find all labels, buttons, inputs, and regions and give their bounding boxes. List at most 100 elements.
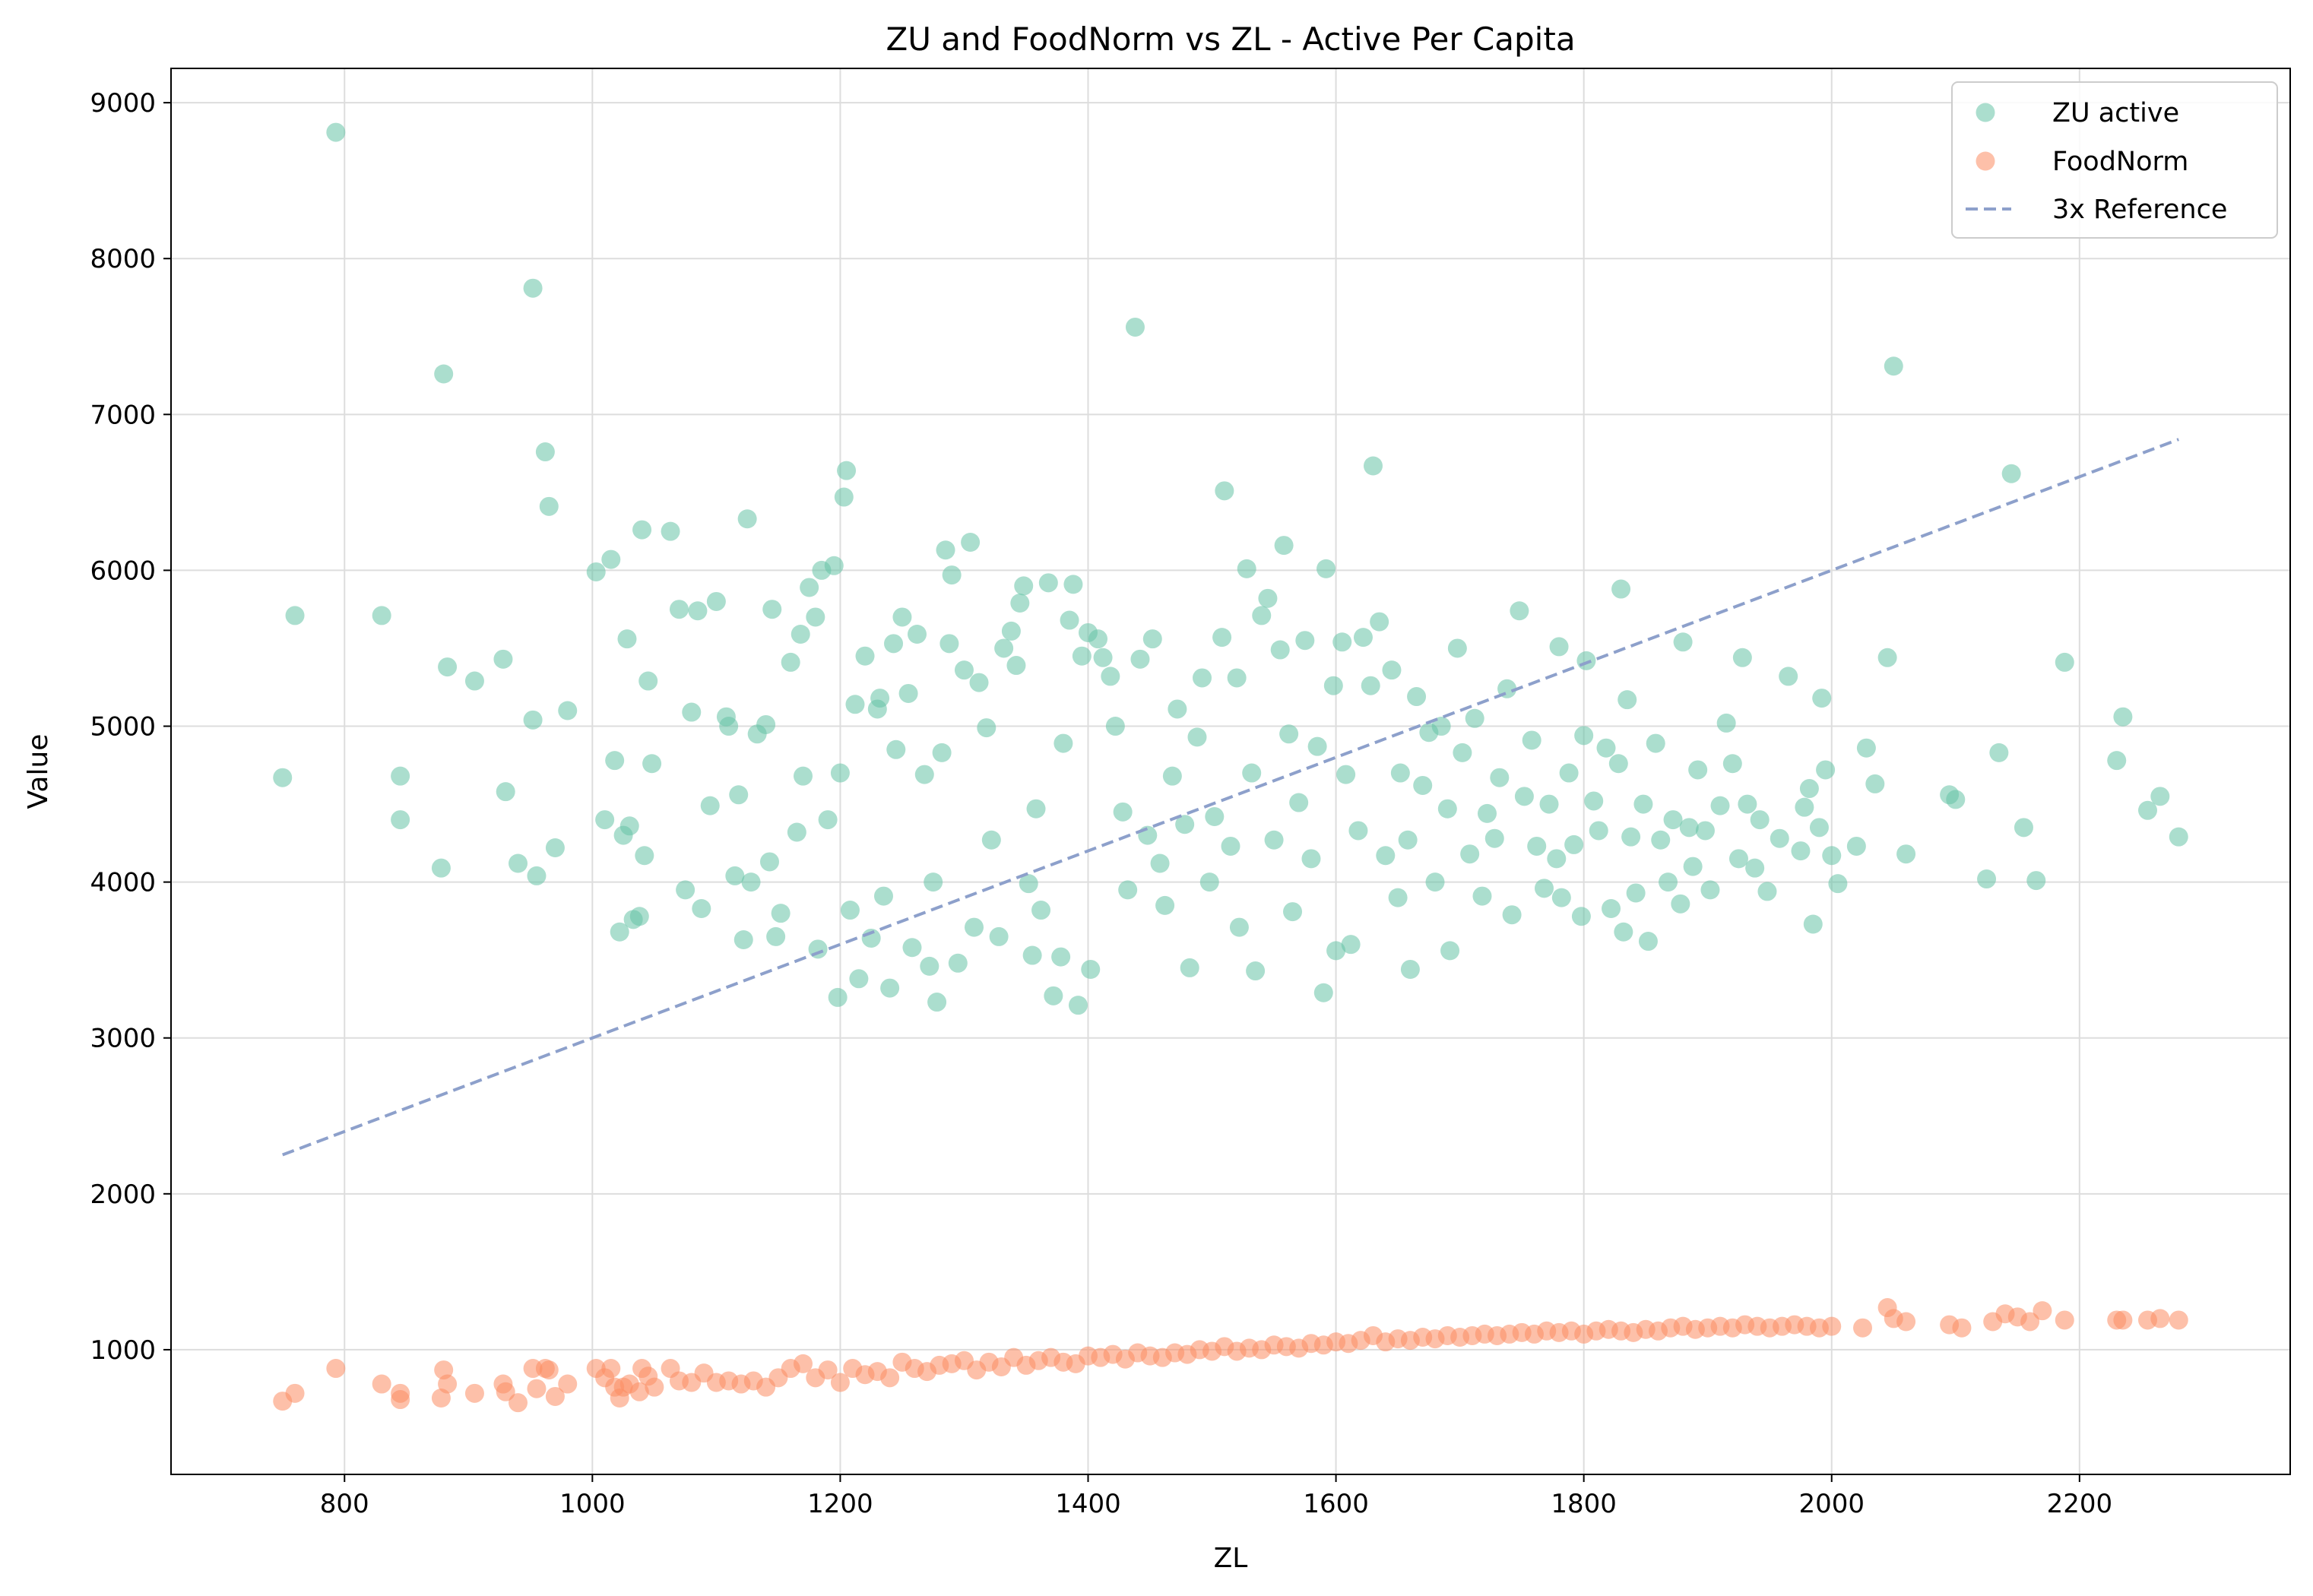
zu-active-point	[1663, 810, 1683, 830]
zu-active-point	[1877, 648, 1897, 667]
y-tick-label: 5000	[90, 712, 156, 743]
zu-active-point	[464, 671, 484, 691]
zu-active-point	[706, 591, 726, 611]
zu-active-point	[1574, 726, 1594, 746]
zu-active-point	[1659, 872, 1678, 892]
zu-active-point	[1237, 559, 1256, 578]
zu-active-point	[908, 625, 927, 644]
zu-active-point	[1618, 690, 1637, 710]
zu-active-point	[1323, 676, 1343, 695]
y-tick-label: 7000	[90, 400, 156, 430]
zu-active-point	[523, 710, 543, 730]
legend-marker-foodnorm	[1976, 151, 1995, 171]
zu-active-point	[1799, 779, 1819, 799]
zu-active-point	[1031, 901, 1051, 920]
zu-active-point	[1828, 874, 1848, 894]
reference-line-group	[282, 438, 2179, 1157]
zu-active-point	[1054, 733, 1073, 753]
zu-active-point	[391, 766, 410, 786]
zu-active-point	[1212, 628, 1232, 648]
zu-active-point	[619, 816, 639, 836]
zu-active-point	[1465, 708, 1484, 728]
zu-active-point	[1549, 637, 1569, 657]
foodnorm-point	[1952, 1318, 1972, 1338]
zu-active-point	[1584, 791, 1604, 811]
plot-frame	[170, 68, 2291, 1475]
zu-active-point	[837, 461, 857, 480]
zu-active-point	[661, 521, 680, 541]
zu-active-point	[1353, 628, 1373, 648]
zu-active-point	[1626, 883, 1646, 903]
zu-active-point	[1510, 601, 1529, 621]
x-axis-ticks: 800 1000 1200 1400 1600 1800 2000 2200	[320, 1474, 2112, 1519]
zu-active-point	[1382, 660, 1402, 680]
zu-active-point	[1472, 886, 1492, 906]
zu-active-point	[766, 926, 786, 946]
zu-active-point	[1559, 763, 1579, 783]
zu-active-point	[1564, 834, 1584, 854]
zu-active-point	[948, 953, 968, 973]
zu-active-point	[969, 673, 989, 692]
zu-active-point	[954, 660, 974, 680]
zu-active-point	[1336, 765, 1356, 784]
zu-active-point	[1534, 879, 1554, 898]
zu-active-point	[2001, 464, 2021, 483]
zu-active-point	[682, 702, 702, 722]
y-tick-label: 3000	[90, 1024, 156, 1054]
zu-active-point	[1155, 895, 1175, 915]
zu-active-point	[1068, 996, 1088, 1015]
zu-active-point	[438, 657, 458, 677]
zu-active-point	[1187, 727, 1207, 747]
zu-active-point	[1795, 797, 1814, 817]
grid-lines	[171, 68, 2290, 1474]
x-tick-label: 1200	[807, 1489, 873, 1519]
zu-active-point	[1502, 905, 1522, 925]
y-tick-label: 8000	[90, 244, 156, 274]
zu-active-point	[1242, 763, 1262, 783]
zu-active-point	[1105, 717, 1125, 736]
zu-active-point	[1621, 827, 1641, 847]
reference-line	[282, 438, 2179, 1157]
zu-active-point	[1633, 794, 1653, 814]
y-tick-label: 2000	[90, 1180, 156, 1210]
foodnorm-point	[830, 1373, 850, 1392]
x-tick-label: 800	[320, 1489, 369, 1519]
zu-active-point	[884, 634, 904, 654]
zu-active-point	[806, 607, 825, 627]
zu-active-point	[326, 122, 346, 142]
zu-active-point	[898, 683, 918, 703]
zu-active-point	[1679, 818, 1699, 838]
zu-active-point	[880, 978, 900, 998]
zu-active-point	[1274, 536, 1294, 556]
legend-box	[1951, 81, 2278, 239]
zu-active-point	[902, 938, 922, 958]
zu-active-point	[1044, 986, 1063, 1005]
x-tick-label: 2000	[1798, 1489, 1865, 1519]
zu-active-point	[977, 718, 996, 738]
zu-active-point	[527, 866, 547, 885]
y-tick-label: 6000	[90, 556, 156, 586]
zu-active-point	[1307, 736, 1327, 756]
zu-active-point	[1180, 958, 1199, 977]
zu-active-point	[981, 830, 1001, 850]
foodnorm-point	[629, 1382, 649, 1401]
zu-active-point	[1390, 763, 1410, 783]
zu-active-point	[1175, 815, 1195, 834]
zu-active-point	[1596, 738, 1616, 758]
legend: ZU active FoodNorm 3x Reference	[1951, 81, 2278, 239]
foodnorm-point	[1853, 1318, 1873, 1338]
zu-active-point	[1431, 717, 1451, 736]
zu-active-point	[1199, 872, 1219, 892]
zu-active-point	[1527, 836, 1547, 856]
zu-active-point	[1608, 754, 1628, 774]
zu-active-point	[1700, 880, 1720, 900]
zu-active-point	[1022, 945, 1042, 965]
zu-active-point	[1460, 844, 1480, 864]
zu-active-point	[2026, 871, 2046, 891]
zu-active-point	[1252, 606, 1272, 625]
zu-active-point	[1477, 803, 1497, 823]
foodnorm-point	[2033, 1301, 2052, 1321]
zu-active-point	[830, 763, 850, 783]
zu-active-point	[1221, 836, 1240, 856]
